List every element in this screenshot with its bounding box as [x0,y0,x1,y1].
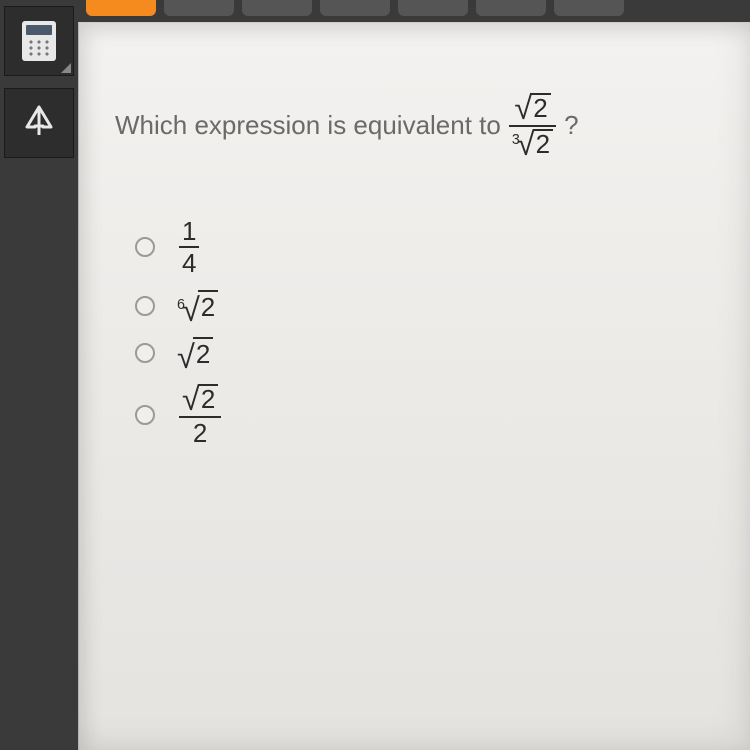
option-d-expr: √2 2 [179,384,221,446]
option-b-expr: 6√2 [177,290,218,323]
tab-item[interactable] [398,0,468,16]
nthroot-expr: 3√2 [512,129,553,157]
tab-item[interactable] [554,0,624,16]
top-tab-bar [78,0,750,22]
pointer-tool-button[interactable] [4,88,74,158]
content-area: Which expression is equivalent to √2 3√2… [78,0,750,750]
question-suffix: ? [564,110,578,141]
expand-corner-icon [61,63,71,73]
option-c-expr: √2 [177,337,213,370]
tab-item[interactable] [242,0,312,16]
tab-item[interactable] [164,0,234,16]
tab-item[interactable] [476,0,546,16]
question-page: Which expression is equivalent to √2 3√2… [78,22,750,750]
pointer-icon [19,101,59,146]
question-expression: √2 3√2 [509,93,556,158]
radio-icon [135,405,155,425]
option-c[interactable]: √2 [135,337,720,370]
radio-icon [135,296,155,316]
tab-item[interactable] [320,0,390,16]
radio-icon [135,343,155,363]
radio-icon [135,237,155,257]
sqrt-expr: √2 [514,93,550,121]
question-text: Which expression is equivalent to √2 3√2… [115,93,720,158]
calculator-icon [22,21,56,61]
tab-active[interactable] [86,0,156,16]
option-a-expr: 1 4 [179,218,199,276]
option-b[interactable]: 6√2 [135,290,720,323]
answer-options: 1 4 6√2 √2 [135,218,720,446]
sidebar [0,0,78,750]
calculator-tool-button[interactable] [4,6,74,76]
question-prefix: Which expression is equivalent to [115,110,501,141]
sqrt-expr: √2 [182,384,218,412]
option-a[interactable]: 1 4 [135,218,720,276]
option-d[interactable]: √2 2 [135,384,720,446]
